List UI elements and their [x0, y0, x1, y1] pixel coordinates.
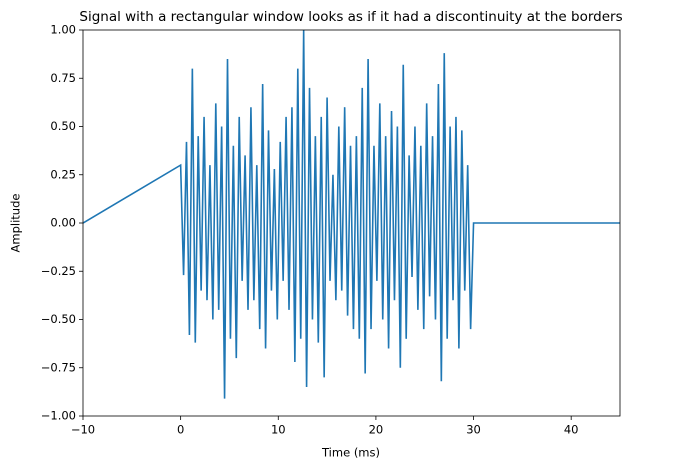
x-tick-label: 0 [177, 423, 184, 437]
y-tick-label: 0.25 [50, 167, 76, 181]
x-tick-label: 30 [466, 423, 481, 437]
chart-title: Signal with a rectangular window looks a… [79, 9, 622, 25]
y-tick-label: 0.75 [50, 71, 76, 85]
x-tick-label: 20 [369, 423, 384, 437]
x-tick-label: 10 [271, 423, 286, 437]
y-tick-label: 0.50 [50, 119, 76, 133]
y-tick-label: −0.25 [41, 264, 76, 278]
y-tick-label: −1.00 [41, 409, 76, 423]
x-axis-label: Time (ms) [321, 446, 380, 460]
plot-frame [82, 29, 621, 417]
signal-line [83, 29, 620, 399]
y-tick-label: −0.50 [41, 312, 76, 326]
x-tick-label: 40 [564, 423, 579, 437]
y-axis-label: Amplitude [9, 194, 23, 253]
y-tick-label: 1.00 [50, 23, 76, 37]
y-tick-label: 0.00 [50, 216, 76, 230]
x-tick-label: −10 [71, 423, 95, 437]
y-tick-label: −0.75 [41, 360, 76, 374]
